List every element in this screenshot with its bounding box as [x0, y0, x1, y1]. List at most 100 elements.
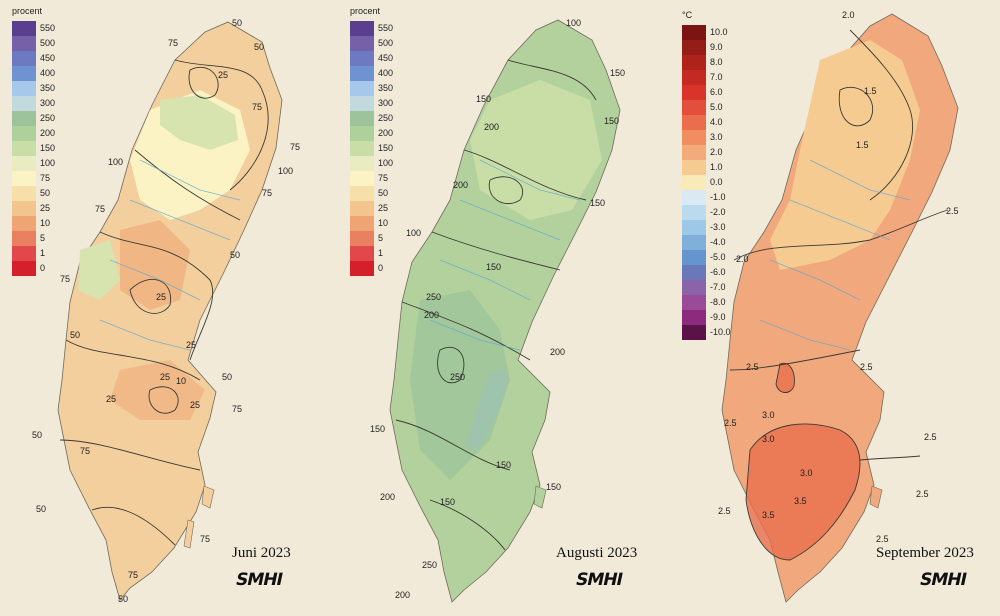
contour-labels: 2.0 1.5 1.5 2.5 2.0 2.5 2.5 3.0 3.0 3.0 3.5 3.5 2.5 2… [718, 10, 959, 544]
legend-label: 300 [40, 98, 56, 108]
contour-line [91, 506, 176, 546]
contour-label: 3.0 [762, 410, 775, 420]
contour-line [733, 209, 949, 261]
contour-label: 50 [32, 430, 42, 440]
contour-label: 150 [370, 424, 385, 434]
legend-swatch [12, 201, 36, 216]
map-caption: Augusti 2023 [556, 545, 638, 561]
contour-label: 75 [60, 274, 70, 284]
map-caption: September 2023 [876, 545, 974, 561]
legend-swatch [350, 51, 374, 66]
contour-line [129, 278, 172, 314]
legend-swatch [12, 36, 36, 51]
legend-swatch [12, 96, 36, 111]
contour-label: 150 [590, 198, 605, 208]
legend-swatch [350, 216, 374, 231]
legend-swatch [350, 201, 374, 216]
contour-label: 150 [604, 116, 619, 126]
contour-label: 75 [95, 204, 105, 214]
smhi-logo: SMHI [917, 570, 968, 590]
legend-swatch [682, 295, 706, 310]
contour-label: 250 [426, 292, 441, 302]
contour-label: 150 [496, 460, 511, 470]
contour-label: 75 [232, 404, 242, 414]
contour-label: 75 [290, 142, 300, 152]
river-network [759, 159, 911, 351]
legend-label: 25 [378, 203, 389, 213]
legend-label: 250 [378, 113, 394, 123]
contour-line [395, 419, 511, 471]
contour-label: 150 [486, 262, 501, 272]
contour-label: 150 [476, 94, 491, 104]
contour-label: 2.0 [736, 254, 749, 264]
legend-label: 250 [40, 113, 56, 123]
legend-swatch [350, 171, 374, 186]
legend-label: -6.0 [710, 267, 726, 277]
contour-label: 2.5 [916, 489, 929, 499]
sweden-map-september: 2.0 1.5 1.5 2.5 2.0 2.5 2.5 3.0 3.0 3.0 3.5 3.5 2.5 2… [718, 10, 959, 603]
legend-label: 50 [378, 188, 389, 198]
gotland-island [201, 485, 215, 509]
legend-unit: procent [12, 6, 43, 16]
legend-label: 400 [40, 68, 56, 78]
legend-label: 450 [40, 53, 56, 63]
legend-label: -9.0 [710, 312, 726, 322]
legend-swatch [12, 141, 36, 156]
legend-swatch [12, 111, 36, 126]
legend-swatch [350, 261, 374, 276]
contour-label: 2.5 [876, 534, 889, 544]
contour-label: 2.5 [924, 432, 937, 442]
legend-label: 350 [378, 83, 394, 93]
legend-label: 50 [40, 188, 51, 198]
legend-label: 5 [40, 233, 46, 243]
legend-label: 450 [378, 53, 394, 63]
legend-swatch [682, 205, 706, 220]
contour-line [859, 455, 921, 461]
contour-label: 75 [200, 534, 210, 544]
contour-label: 50 [70, 330, 80, 340]
legend-swatch [12, 156, 36, 171]
contour-line [488, 176, 524, 205]
map-caption: Juni 2023 [232, 545, 291, 561]
legend-swatch [682, 25, 706, 40]
contour-line [99, 231, 214, 361]
legend-label: 10 [378, 218, 389, 228]
gotland-island [533, 485, 547, 509]
contour-label: 200 [453, 180, 468, 190]
legend-label: -10.0 [710, 327, 731, 337]
contour-line [507, 59, 597, 101]
legend-label: 550 [378, 23, 394, 33]
legend-label: 75 [378, 173, 389, 183]
legend-swatch [682, 175, 706, 190]
legend-swatch [350, 111, 374, 126]
legend-label: 150 [378, 143, 394, 153]
contour-label: 150 [610, 68, 625, 78]
legend-swatch [682, 310, 706, 325]
contour-label: 2.0 [842, 10, 855, 20]
contour-label: 100 [406, 228, 421, 238]
contour-label: 100 [108, 157, 123, 167]
legend-label: 75 [40, 173, 51, 183]
contour-line [849, 29, 914, 201]
legend-unit: °C [682, 10, 693, 20]
legend-label: 350 [40, 83, 56, 93]
legend-unit: procent [350, 6, 381, 16]
contour-label: 25 [190, 400, 200, 410]
contour-label: 2.5 [718, 506, 731, 516]
legend-label: 200 [378, 128, 394, 138]
legend-label: 400 [378, 68, 394, 78]
legend-swatch [12, 246, 36, 261]
legend-label: 25 [40, 203, 51, 213]
precip-zone-green [160, 95, 238, 150]
contour-label: 10 [176, 376, 186, 386]
precip-zone-dry-south [110, 360, 205, 420]
legend-swatch [350, 156, 374, 171]
legend-swatch [350, 141, 374, 156]
temp-zone-warm-spot [776, 363, 795, 393]
legend-swatch [350, 66, 374, 81]
legend-swatch [682, 160, 706, 175]
contour-label: 75 [262, 188, 272, 198]
legend-swatch [682, 265, 706, 280]
legend-label: -2.0 [710, 207, 726, 217]
contour-line [401, 301, 531, 361]
